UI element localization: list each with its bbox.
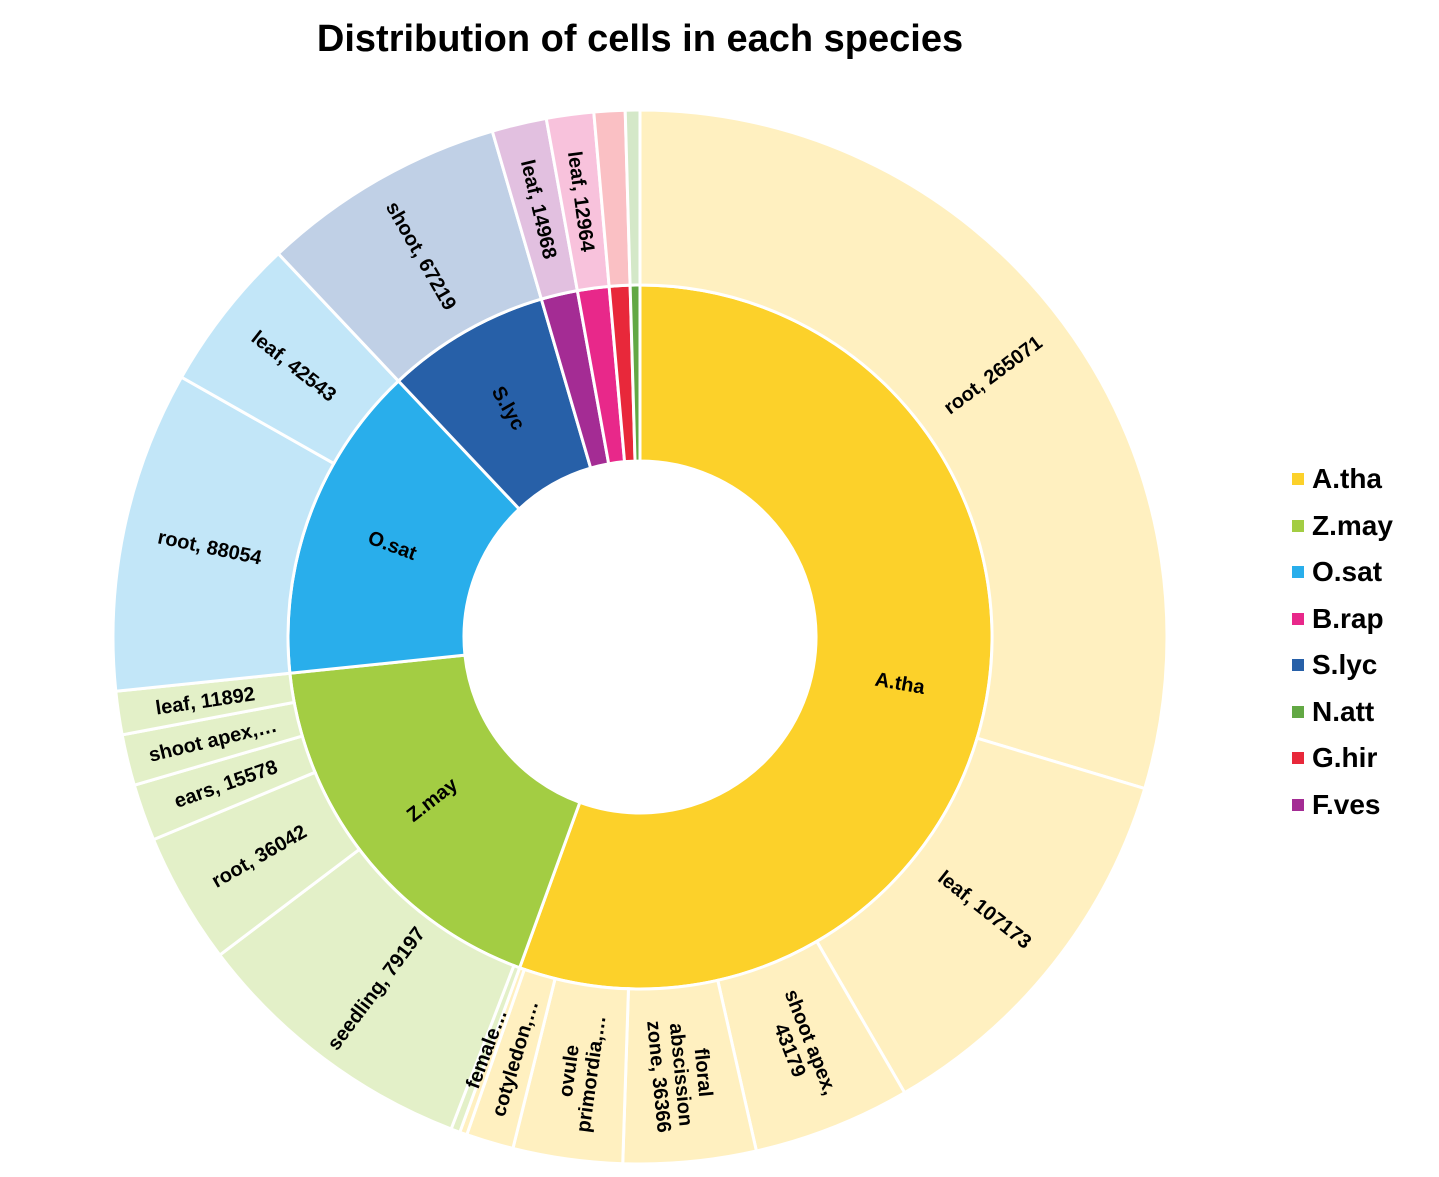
outer-segment-n-att-leaf[interactable] — [623, 108, 642, 287]
legend-swatch — [1292, 566, 1304, 579]
legend-item-n-att[interactable]: N.att — [1292, 689, 1393, 736]
legend-label: S.lyc — [1312, 649, 1378, 681]
legend-item-o-sat[interactable]: O.sat — [1292, 549, 1393, 596]
legend-item-a-tha[interactable]: A.tha — [1292, 456, 1393, 503]
legend-label: G.hir — [1312, 742, 1378, 774]
legend-swatch — [1292, 705, 1304, 718]
legend: A.tha Z.may O.sat B.rap S.lyc N.att G.hir F.ves — [1292, 456, 1393, 828]
legend-swatch — [1292, 473, 1304, 486]
legend-swatch — [1292, 612, 1304, 625]
legend-label: N.att — [1312, 695, 1375, 727]
legend-label: O.sat — [1312, 556, 1383, 588]
legend-label: Z.may — [1312, 509, 1393, 541]
legend-item-g-hir[interactable]: G.hir — [1292, 735, 1393, 782]
legend-swatch — [1292, 519, 1304, 532]
legend-label: B.rap — [1312, 602, 1384, 634]
legend-item-s-lyc[interactable]: S.lyc — [1292, 642, 1393, 689]
legend-item-f-ves[interactable]: F.ves — [1292, 782, 1393, 829]
legend-swatch — [1292, 659, 1304, 672]
legend-item-b-rap[interactable]: B.rap — [1292, 596, 1393, 643]
legend-item-z-may[interactable]: Z.may — [1292, 503, 1393, 550]
legend-label: F.ves — [1312, 788, 1381, 820]
legend-label: A.tha — [1312, 463, 1382, 495]
legend-swatch — [1292, 798, 1304, 811]
legend-swatch — [1292, 752, 1304, 765]
outer-segment-a-tha-root[interactable] — [638, 108, 1169, 791]
chart-title: Distribution of cells in each species — [316, 18, 964, 60]
